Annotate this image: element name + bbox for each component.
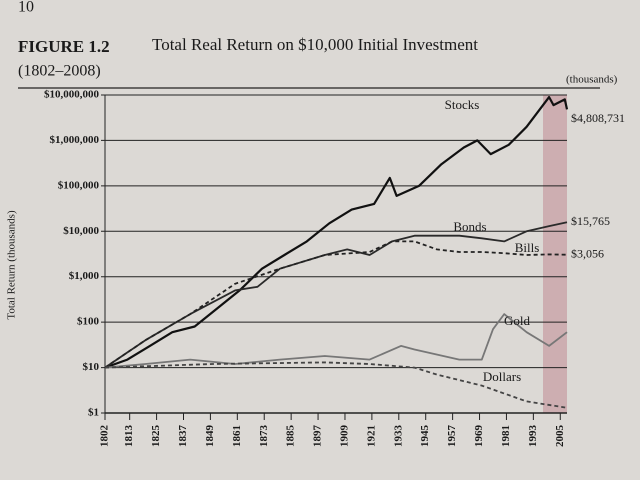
series-line xyxy=(104,240,568,369)
series-line xyxy=(104,221,568,369)
x-tick-label: 1802 xyxy=(99,425,111,448)
x-tick-label: 1813 xyxy=(123,425,135,448)
end-label: $4,808,731 xyxy=(571,111,625,125)
x-tick-label: 1909 xyxy=(339,425,351,448)
series-label: Bills xyxy=(515,240,540,255)
page-number: 10 xyxy=(18,0,34,16)
series-line xyxy=(104,96,569,369)
x-tick-label: 1873 xyxy=(258,425,270,448)
series-label: Bonds xyxy=(453,219,486,234)
y-tick-label: $10,000 xyxy=(63,225,99,237)
x-tick-label: 2005 xyxy=(554,425,566,448)
series-line xyxy=(104,313,568,369)
x-tick-label: 1981 xyxy=(500,425,512,447)
x-tick-label: 1861 xyxy=(231,425,243,447)
x-tick-label: 1993 xyxy=(527,425,539,448)
y-tick-label: $10,000,000 xyxy=(44,89,100,101)
x-tick-label: 1921 xyxy=(365,425,377,447)
y-tick-label: $1 xyxy=(88,407,99,419)
y-tick-label: $10 xyxy=(83,361,100,373)
series-line xyxy=(104,361,568,409)
x-tick-label: 1957 xyxy=(446,425,458,448)
y-tick-label: $1,000 xyxy=(69,270,100,282)
y-tick-label: $100,000 xyxy=(58,179,100,191)
y-axis-label: Total Return (thousands) xyxy=(6,210,18,320)
chart-subtitle: (1802–2008) xyxy=(18,63,101,80)
series-label: Dollars xyxy=(483,369,521,384)
x-tick-label: 1885 xyxy=(285,425,297,448)
x-tick-label: 1945 xyxy=(419,425,431,448)
y-tick-label: $1,000,000 xyxy=(50,134,100,146)
chart-title: Total Real Return on $10,000 Initial Inv… xyxy=(152,35,478,54)
series-label: Gold xyxy=(504,313,531,328)
x-tick-label: 1969 xyxy=(473,425,485,448)
y-tick-label: $100 xyxy=(77,316,100,328)
figure-label: FIGURE 1.2 xyxy=(18,37,110,56)
x-tick-label: 1933 xyxy=(392,425,404,448)
x-tick-label: 1897 xyxy=(312,425,324,448)
x-tick-label: 1849 xyxy=(204,425,216,448)
end-label: $3,056 xyxy=(571,246,604,260)
unit-note: (thousands) xyxy=(566,74,618,86)
series-label: Stocks xyxy=(445,97,480,112)
x-tick-label: 1837 xyxy=(177,425,189,448)
x-tick-label: 1825 xyxy=(150,425,162,448)
end-label: $15,765 xyxy=(571,214,610,228)
